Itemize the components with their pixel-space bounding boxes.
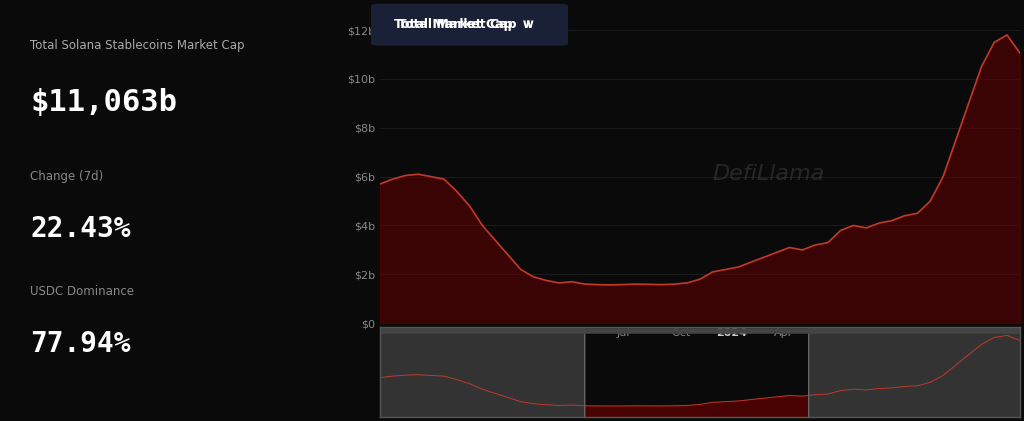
Text: $11,063b: $11,063b [31, 88, 177, 117]
FancyBboxPatch shape [188, 301, 585, 421]
FancyBboxPatch shape [809, 301, 1024, 421]
Text: Change (7d): Change (7d) [31, 170, 103, 183]
Text: DefiLlama: DefiLlama [713, 164, 825, 184]
Text: Total Solana Stablecoins Market Cap: Total Solana Stablecoins Market Cap [31, 39, 245, 51]
Text: USDC Dominance: USDC Dominance [31, 285, 134, 298]
Text: 22.43%: 22.43% [31, 216, 131, 243]
Text: 77.94%: 77.94% [31, 330, 131, 359]
